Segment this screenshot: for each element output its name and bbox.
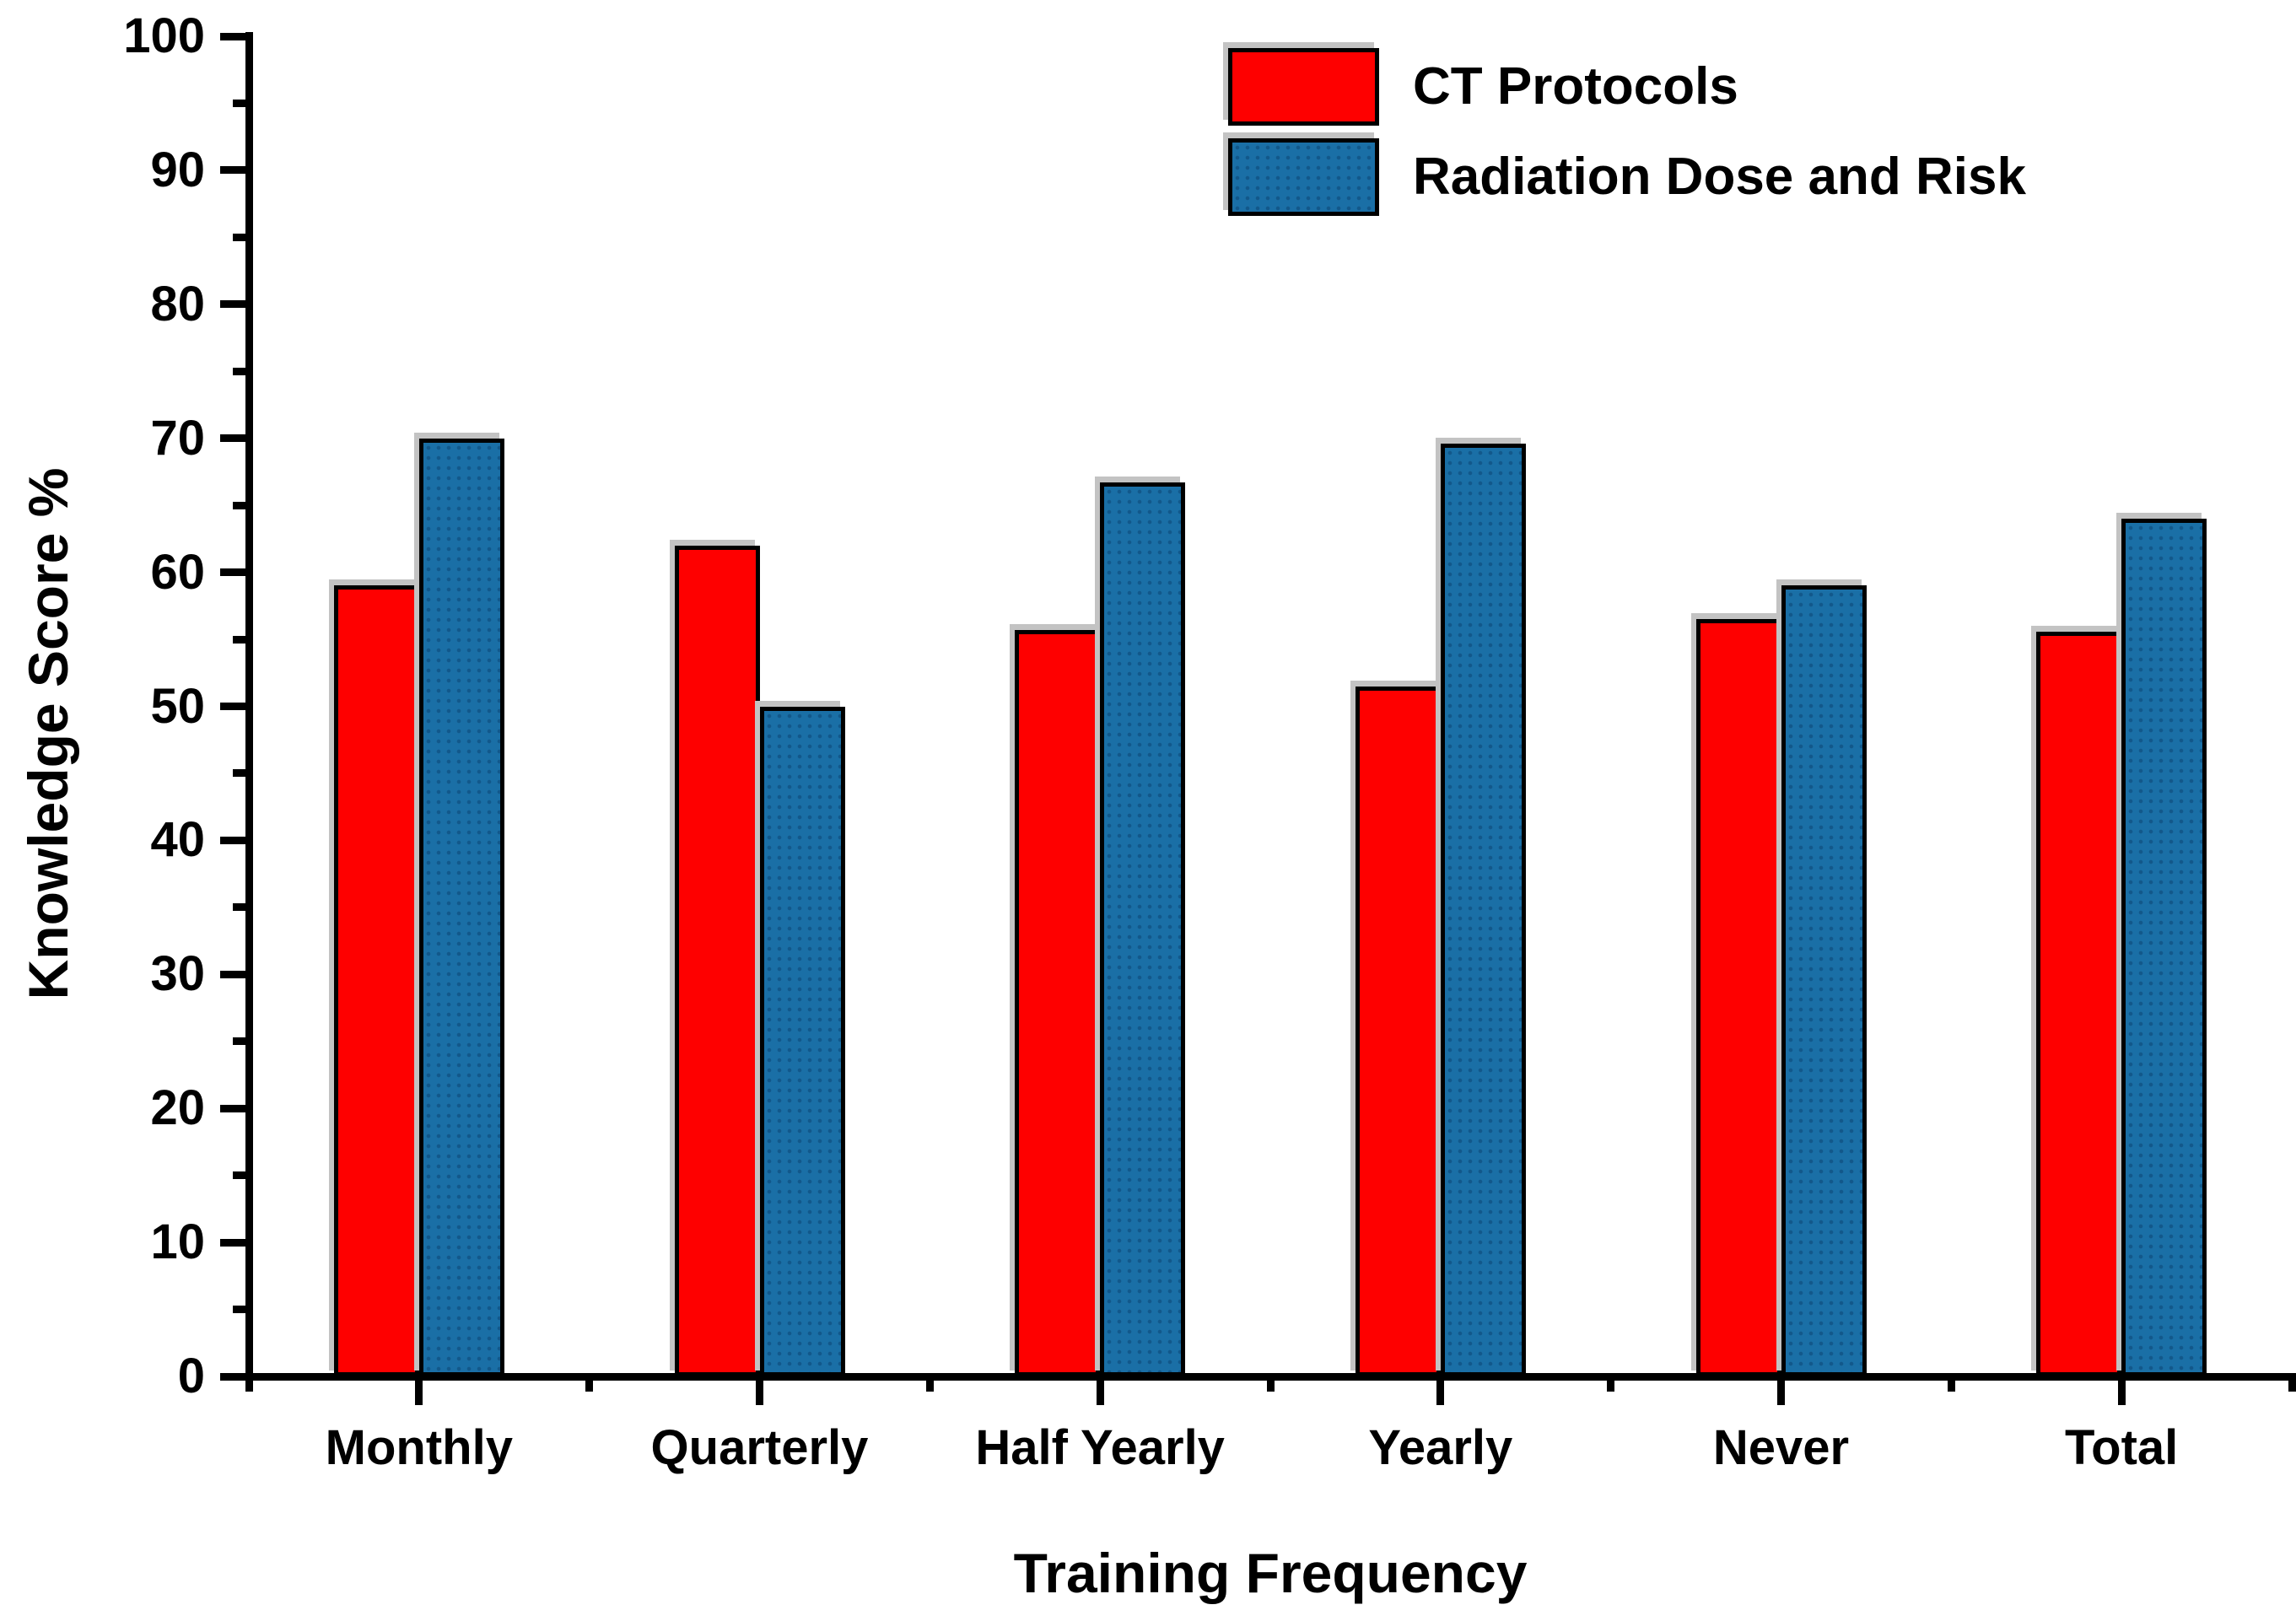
bar-radiation-dose-and-risk-yearly	[1440, 444, 1526, 1376]
legend-swatch-ct-protocols	[1228, 48, 1379, 126]
y-major-tick	[220, 970, 245, 978]
y-tick-label: 100	[123, 8, 205, 63]
y-tick-label: 80	[150, 276, 205, 331]
y-major-tick	[220, 300, 245, 309]
y-major-tick	[220, 1238, 245, 1247]
y-minor-tick	[233, 769, 245, 778]
bar-ct-protocols-total	[2036, 631, 2122, 1376]
y-tick-label: 60	[150, 544, 205, 600]
y-tick-label: 0	[177, 1349, 205, 1403]
y-minor-tick	[233, 1171, 245, 1180]
x-major-tick	[2117, 1380, 2126, 1405]
y-minor-tick	[233, 501, 245, 509]
y-major-tick	[220, 434, 245, 443]
x-major-tick	[415, 1380, 423, 1405]
y-minor-tick	[233, 367, 245, 375]
y-tick-label: 30	[150, 946, 205, 1002]
y-tick-label: 70	[150, 410, 205, 466]
x-major-tick	[1436, 1380, 1445, 1405]
bar-radiation-dose-and-risk-monthly	[418, 438, 504, 1376]
bar-radiation-dose-and-risk-quarterly	[759, 706, 845, 1376]
legend-item: CT Protocols	[1228, 48, 2026, 126]
x-tick-label-monthly: Monthly	[325, 1420, 513, 1475]
y-major-tick	[220, 568, 245, 577]
y-minor-tick	[233, 1306, 245, 1314]
y-major-tick	[220, 32, 245, 40]
bar-radiation-dose-and-risk-never	[1781, 585, 1867, 1376]
legend: CT Protocols Radiation Dose and Risk	[1228, 48, 2026, 229]
y-major-tick	[220, 703, 245, 710]
bar-ct-protocols-monthly	[333, 585, 419, 1376]
x-tick-label-quarterly: Quarterly	[650, 1420, 869, 1475]
x-minor-tick	[1607, 1380, 1615, 1392]
x-major-tick	[756, 1380, 763, 1405]
y-tick-label: 90	[150, 142, 205, 197]
legend-label: Radiation Dose and Risk	[1413, 148, 2026, 206]
y-minor-tick	[233, 903, 245, 912]
x-minor-tick	[1266, 1380, 1275, 1392]
bar-ct-protocols-quarterly	[674, 545, 760, 1376]
bar-radiation-dose-and-risk-total	[2121, 519, 2207, 1376]
legend-label: CT Protocols	[1413, 57, 1738, 116]
y-tick-label: 40	[150, 812, 205, 868]
legend-item: Radiation Dose and Risk	[1228, 138, 2026, 216]
y-minor-tick	[233, 635, 245, 644]
bar-radiation-dose-and-risk-half-yearly	[1100, 482, 1186, 1376]
y-major-tick	[220, 166, 245, 175]
x-minor-tick	[585, 1380, 594, 1392]
y-major-tick	[220, 1372, 245, 1381]
x-tick-label-yearly: Yearly	[1368, 1420, 1513, 1475]
bar-ct-protocols-never	[1695, 619, 1781, 1376]
x-major-tick	[1096, 1380, 1104, 1405]
x-minor-tick	[245, 1380, 253, 1392]
legend-swatch-radiation-dose-and-risk	[1228, 138, 1379, 216]
x-tick-label-never: Never	[1712, 1420, 1850, 1475]
x-minor-tick	[925, 1380, 934, 1392]
x-major-tick	[1777, 1380, 1785, 1405]
bar-ct-protocols-half-yearly	[1015, 629, 1101, 1376]
y-major-tick	[220, 1104, 245, 1112]
x-tick-label-total: Total	[2065, 1420, 2179, 1475]
y-tick-label: 20	[150, 1080, 205, 1136]
x-minor-tick	[2288, 1380, 2296, 1392]
y-minor-tick	[233, 233, 245, 241]
y-minor-tick	[233, 1037, 245, 1046]
y-major-tick	[220, 836, 245, 844]
bar-ct-protocols-yearly	[1355, 686, 1441, 1376]
y-tick-label: 50	[150, 678, 205, 734]
y-minor-tick	[233, 99, 245, 107]
y-tick-label: 10	[150, 1214, 205, 1270]
y-axis-line	[245, 32, 253, 1381]
x-axis-title: Training Frequency	[1013, 1542, 1528, 1604]
x-minor-tick	[1947, 1380, 1955, 1392]
x-tick-label-half-yearly: Half Yearly	[975, 1420, 1225, 1475]
x-axis-line	[245, 1372, 2296, 1381]
